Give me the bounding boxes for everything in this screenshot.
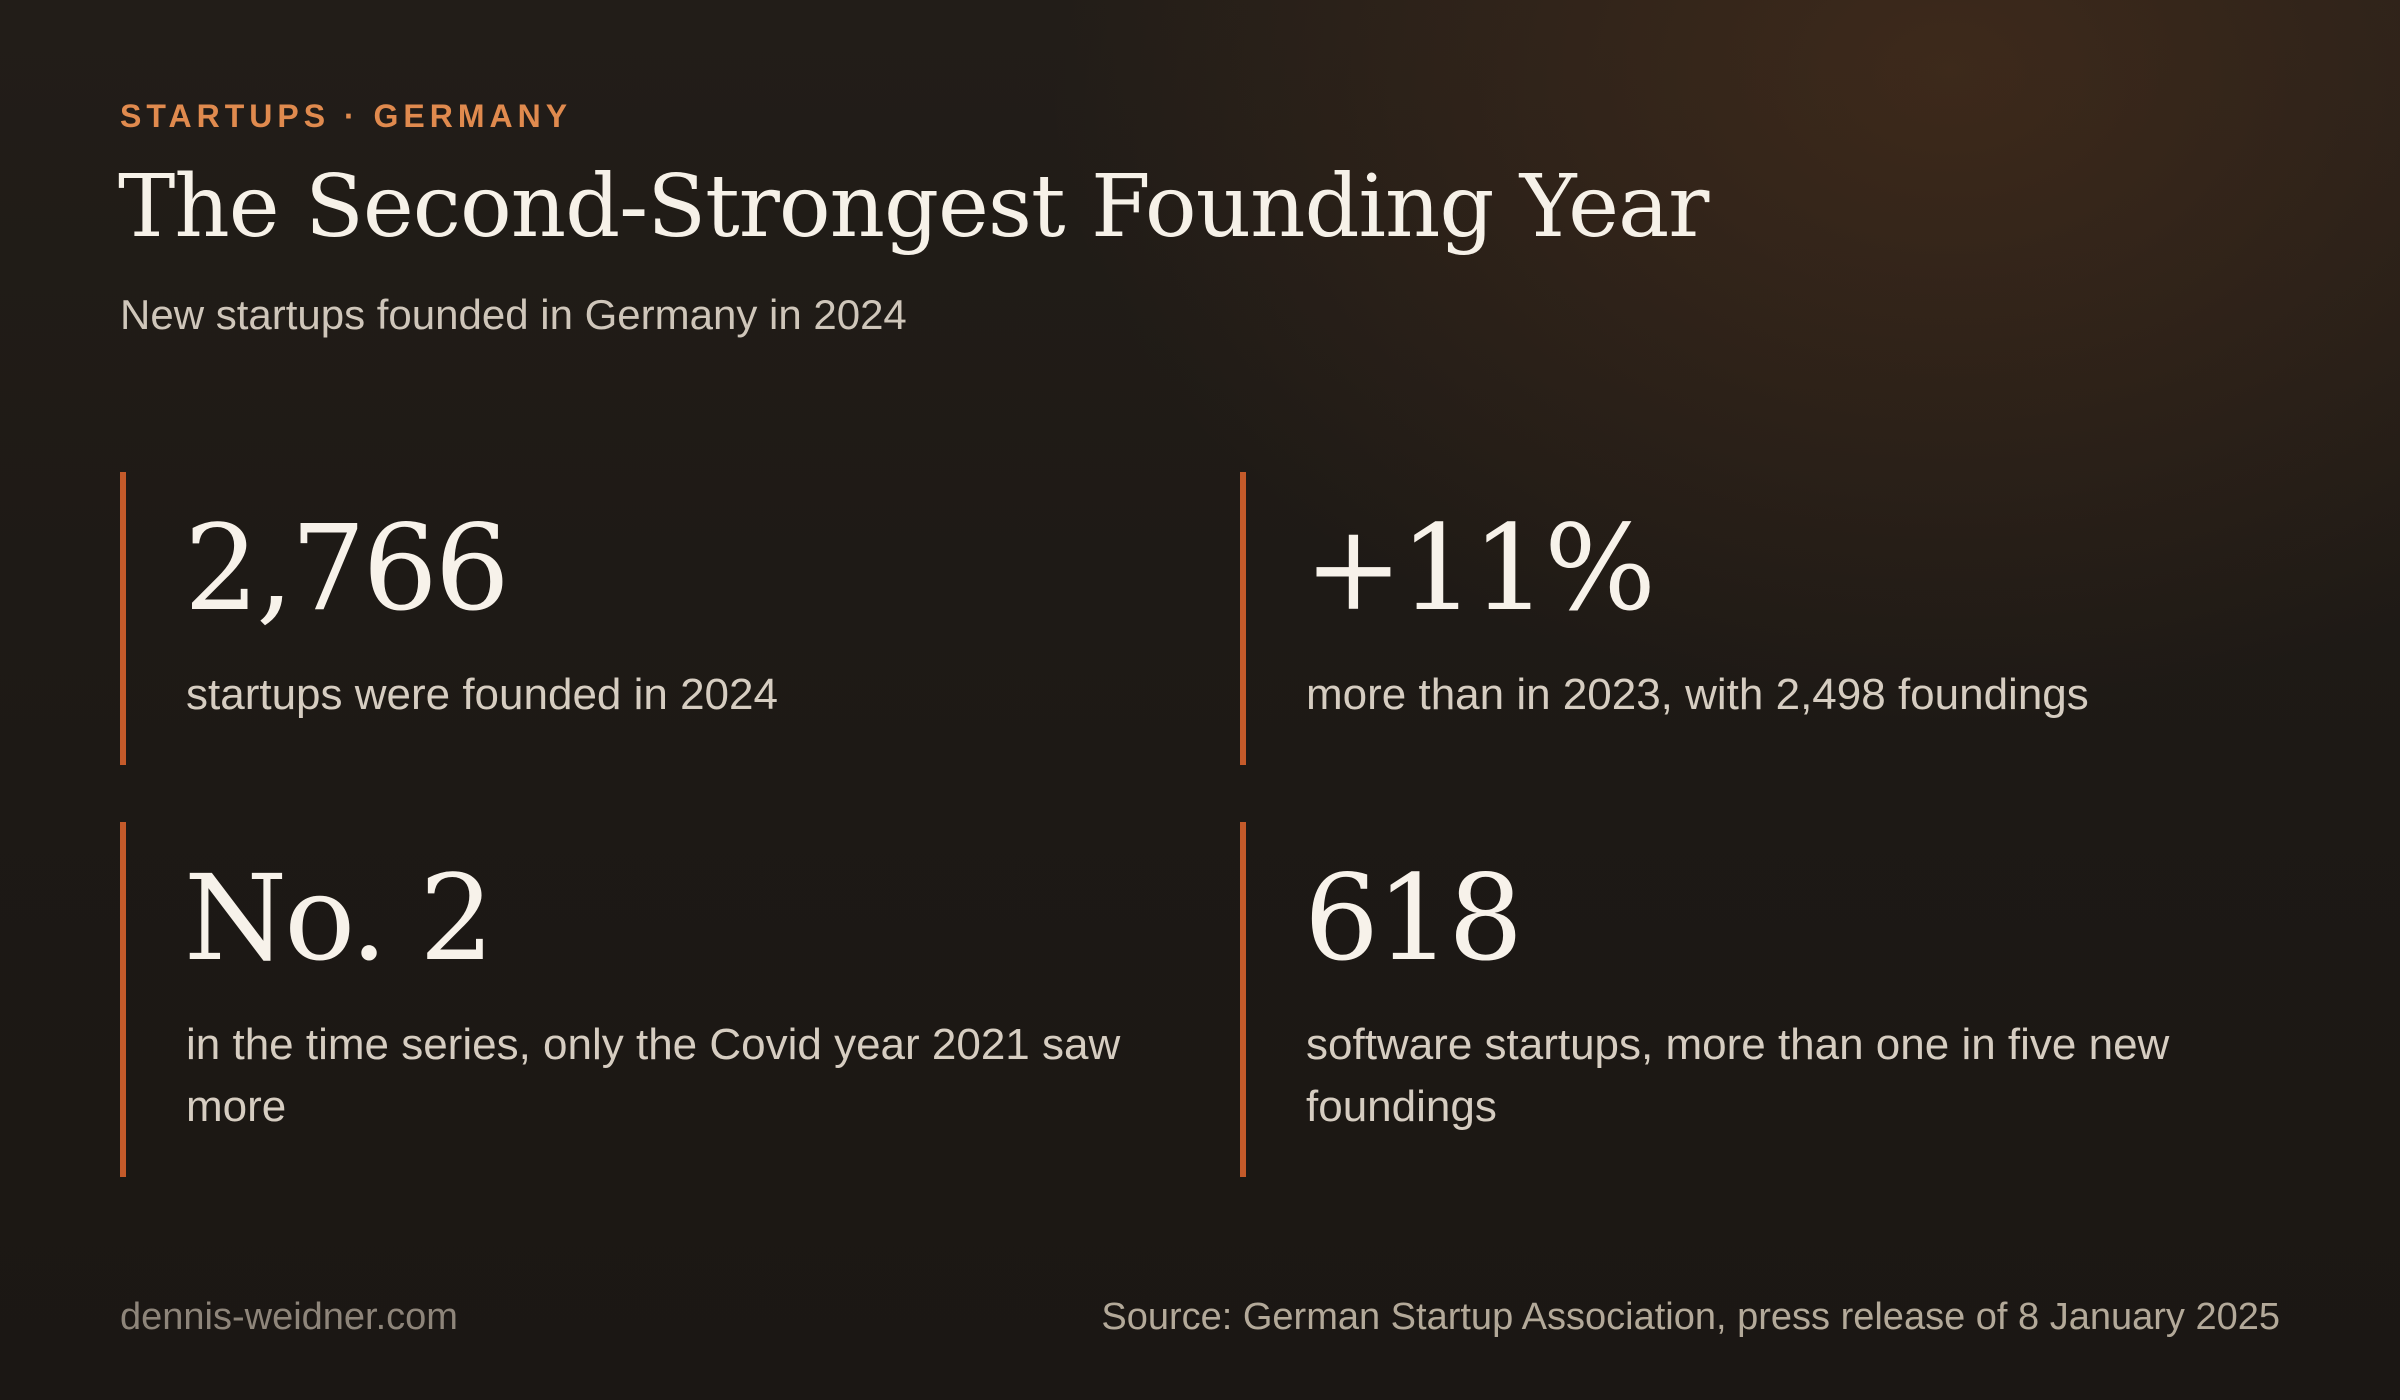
stat-label: software startups, more than one in five…	[1306, 1020, 2170, 1131]
stat-block-startups-founded: 2,766 startups were founded in 2024	[120, 472, 1180, 765]
stat-value: 618	[1304, 849, 1523, 987]
site-credit: dennis-weidner.com	[120, 1296, 458, 1338]
stat-label: startups were founded in 2024	[186, 670, 778, 719]
stat-block-growth: +11% more than in 2023, with 2,498 found…	[1240, 472, 2300, 765]
stat-label: more than in 2023, with 2,498 foundings	[1306, 670, 2089, 719]
page-title: The Second-Strongest Founding Year	[118, 157, 1709, 257]
eyebrow-label: STARTUPS · GERMANY	[120, 98, 573, 134]
stat-block-software-startups: 618 software startups, more than one in …	[1240, 822, 2300, 1177]
stat-value: +11%	[1304, 499, 1656, 637]
stat-block-rank: No. 2 in the time series, only the Covid…	[120, 822, 1180, 1177]
stat-value: 2,766	[184, 499, 510, 637]
stats-grid: 2,766 startups were founded in 2024 +11%…	[120, 472, 2280, 1177]
page-subtitle: New startups founded in Germany in 2024	[120, 291, 907, 338]
stat-label: in the time series, only the Covid year …	[186, 1020, 1121, 1131]
stat-value: No. 2	[184, 849, 494, 987]
source-note: Source: German Startup Association, pres…	[1101, 1296, 2280, 1338]
